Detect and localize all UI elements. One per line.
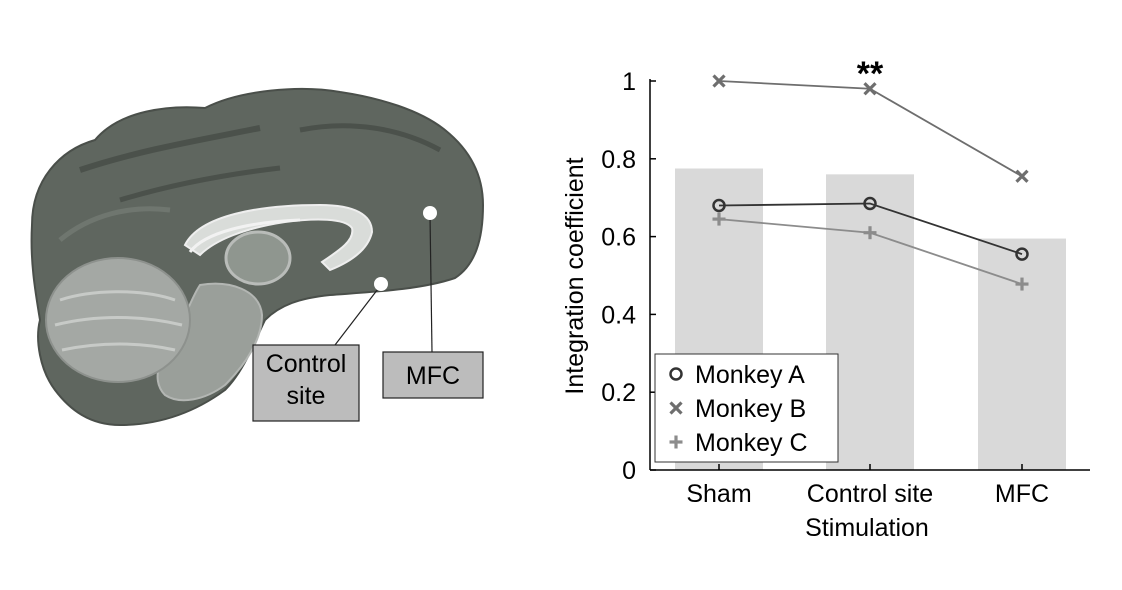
point-monkey-b-stroke (712, 74, 726, 88)
mfc-leader-line (429, 214, 433, 353)
point-monkey-a (863, 196, 877, 211)
y-tick-label: 0.4 (601, 301, 636, 329)
series-markers-group (712, 74, 1029, 291)
legend-label-monkey-a: Monkey A (695, 361, 805, 389)
cerebellum-folia (61, 342, 176, 352)
y-tick-label: 0.8 (601, 146, 636, 174)
bar-mfc (978, 238, 1066, 470)
legend-label-monkey-c: Monkey C (695, 429, 808, 457)
brain-sulcus (299, 123, 442, 153)
brain-sulcus (119, 165, 281, 203)
cerebellum-folia (59, 290, 176, 302)
control-site-marker (374, 277, 388, 291)
point-monkey-c (712, 212, 726, 226)
series-line-monkey-a (718, 202, 1023, 255)
mfc-marker (423, 206, 437, 220)
cerebellum (45, 257, 191, 383)
x-tick-label: Control site (807, 480, 933, 508)
control-site-label-box (252, 344, 360, 422)
legend-box (654, 353, 839, 463)
y-tick-label: 0 (622, 457, 636, 485)
legend-marker-monkey-b (669, 401, 683, 415)
axes-group: 0 0.2 0.4 0.6 0.8 1 Sham Control site MFC (601, 68, 1090, 508)
point-monkey-b (1015, 169, 1029, 183)
point-monkey-b (863, 82, 877, 96)
mfc-label: MFC (406, 362, 460, 390)
x-tick-label: MFC (995, 480, 1049, 508)
y-tick-label: 0.2 (601, 379, 636, 407)
x-axis-label: Stimulation (805, 514, 929, 542)
white-matter-streak (188, 218, 301, 253)
control-site-label-line1: Control (266, 350, 347, 378)
point-monkey-c (863, 226, 877, 240)
series-line-monkey-b (718, 80, 1023, 178)
brain-sulcus (79, 125, 261, 173)
cerebellum-folia (54, 316, 183, 327)
significance-marker: ** (857, 55, 884, 93)
point-monkey-a (1015, 247, 1029, 261)
point-monkey-a (712, 198, 726, 213)
point-monkey-c (1015, 277, 1029, 291)
control-site-leader-line (334, 284, 382, 346)
thalamus (224, 230, 292, 286)
brain-sagittal-image (30, 88, 485, 427)
legend: Monkey A Monkey B Monkey C (654, 353, 839, 463)
brain-sulcus (58, 206, 171, 242)
control-site-label-line2: site (287, 382, 326, 410)
bar-control-site (826, 174, 914, 471)
legend-marker-monkey-b-stroke (669, 401, 683, 415)
legend-marker-monkey-c (669, 435, 683, 449)
x-tick-label: Sham (686, 480, 751, 508)
point-monkey-b-stroke (863, 82, 877, 96)
point-monkey-b (712, 74, 726, 88)
mfc-label-box (382, 351, 484, 399)
integration-chart: 0 0.2 0.4 0.6 0.8 1 Sham Control site MFC Integr… (561, 55, 1090, 542)
legend-marker-monkey-a (669, 367, 683, 381)
y-tick-label: 0.6 (601, 224, 636, 252)
y-tick-label: 1 (622, 68, 636, 96)
legend-label-monkey-b: Monkey B (695, 395, 806, 423)
y-axis-label: Integration coefficient (561, 157, 589, 394)
point-monkey-b-stroke (1015, 169, 1029, 183)
